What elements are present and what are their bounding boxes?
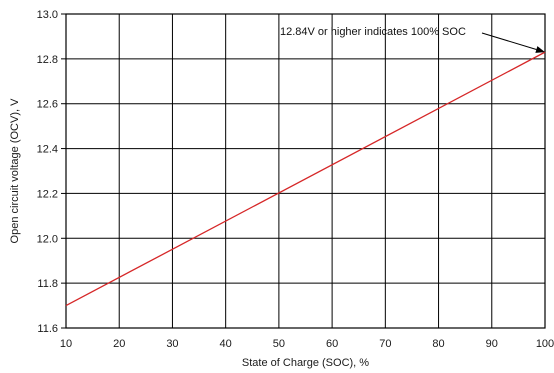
x-tick-label: 80: [432, 338, 444, 350]
series-layer: [65, 51, 546, 307]
annotation: 12.84V or higher indicates 100% SOC: [280, 26, 545, 53]
x-axis-ticks: 10 20 30 40 50 60 70 80 90 100: [60, 338, 554, 350]
y-tick-label: 12.6: [37, 99, 58, 111]
x-tick-label: 50: [273, 338, 285, 350]
annotation-arrow: [481, 32, 537, 50]
y-tick-label: 12.4: [37, 144, 58, 156]
grid: [65, 13, 546, 329]
y-tick-label: 12.0: [37, 233, 58, 245]
y-tick-label: 11.8: [37, 278, 58, 290]
y-tick-label: 12.8: [37, 54, 58, 66]
x-tick-label: 10: [60, 338, 72, 350]
y-tick-label: 11.6: [37, 323, 58, 335]
x-tick-label: 20: [113, 338, 125, 350]
y-axis-title: Open circuit voltage (OCV), V: [9, 98, 21, 244]
y-tick-label: 13.0: [37, 9, 58, 21]
x-tick-label: 70: [379, 338, 391, 350]
y-tick-label: 12.2: [37, 188, 58, 200]
annotation-arrowhead: [535, 46, 545, 53]
annotation-text: 12.84V or higher indicates 100% SOC: [280, 26, 466, 38]
x-tick-label: 100: [536, 338, 554, 350]
x-tick-label: 60: [326, 338, 338, 350]
series-line: [65, 51, 546, 307]
x-tick-label: 90: [486, 338, 498, 350]
y-axis-ticks: 11.6 11.8 12.0 12.2 12.4 12.6 12.8 13.0: [37, 9, 66, 335]
x-tick-label: 40: [220, 338, 232, 350]
x-tick-label: 30: [166, 338, 178, 350]
x-axis-title: State of Charge (SOC), %: [242, 357, 369, 369]
plot-area: [65, 13, 546, 329]
